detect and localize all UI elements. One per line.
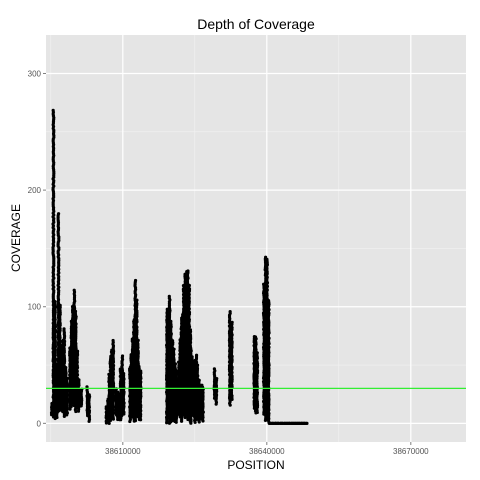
grid-minor: [46, 35, 466, 442]
data-point: [255, 351, 259, 355]
data-point: [73, 309, 78, 313]
y-tick-label: 100: [28, 303, 42, 312]
x-tick-label: 38640000: [249, 447, 285, 456]
data-point: [136, 338, 140, 342]
data-point: [85, 385, 89, 389]
y-axis-title: COVERAGE: [9, 204, 23, 272]
data-point: [111, 338, 115, 343]
data-point: [135, 298, 139, 302]
y-tick-label: 200: [28, 186, 42, 195]
data-point: [72, 288, 76, 292]
data-point: [58, 303, 62, 307]
data-point: [87, 393, 91, 397]
data-point: [53, 299, 57, 304]
data-point: [169, 319, 173, 323]
data-point: [139, 369, 143, 373]
x-axis-title: POSITION: [227, 458, 284, 472]
data-point: [189, 347, 193, 351]
data-point: [187, 283, 191, 288]
data-point: [186, 269, 190, 273]
data-point: [265, 257, 269, 261]
data-point: [197, 378, 201, 382]
x-tick-label: 38610000: [105, 447, 141, 456]
data-point: [165, 307, 169, 311]
data-point: [230, 320, 234, 324]
x-axis-ticks: 38610000 38640000 38670000: [105, 442, 429, 456]
data-point: [304, 421, 308, 425]
data-point: [133, 278, 138, 283]
chart-title: Depth of Coverage: [197, 16, 315, 32]
data-point: [65, 376, 70, 380]
x-tick-label: 38670000: [393, 447, 429, 456]
data-point: [190, 355, 194, 359]
data-point: [51, 108, 55, 112]
data-point: [215, 376, 219, 381]
data-point: [212, 367, 216, 371]
data-point: [195, 363, 200, 367]
data-point: [122, 371, 126, 376]
data-point: [137, 364, 141, 369]
data-point: [120, 354, 125, 358]
data-point: [194, 353, 199, 357]
data-point: [228, 309, 232, 314]
data-point: [253, 335, 258, 339]
data-point: [62, 327, 66, 331]
data-point: [188, 328, 193, 332]
y-tick-label: 0: [37, 419, 42, 428]
data-point: [266, 299, 271, 303]
data-point: [172, 347, 176, 351]
data-point: [64, 365, 68, 370]
data-point: [170, 339, 175, 343]
data-point: [167, 294, 171, 298]
y-axis-ticks: 0 100 200 300: [28, 69, 46, 428]
data-point: [77, 378, 81, 382]
data-points: [49, 108, 309, 425]
data-point: [173, 362, 177, 366]
data-point: [56, 212, 61, 216]
y-tick-label: 300: [28, 69, 42, 78]
data-point: [75, 349, 80, 353]
